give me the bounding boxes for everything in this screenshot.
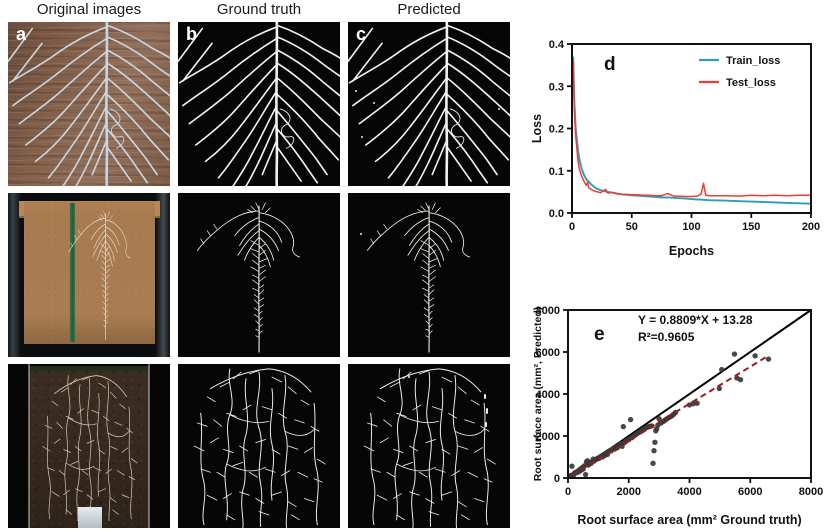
- series-Train_loss: [572, 56, 812, 205]
- plot-frame: [567, 309, 812, 479]
- scatter-point: [650, 460, 656, 466]
- soil-surface: [29, 365, 149, 372]
- x-tick-label: 0: [565, 486, 571, 498]
- loss-chart: 0 50 100 150 200 0.0 0.1 0.2 0.3 0.4 Epochs Loss Tra…: [530, 14, 827, 261]
- panel-predicted-row2: [348, 193, 510, 357]
- noise-dash: [485, 422, 487, 427]
- noise-dash: [486, 408, 488, 414]
- y-axis-label: Loss: [530, 114, 544, 143]
- root-fishbone-predicted: [366, 202, 471, 353]
- x-tick-label: 2000: [617, 486, 641, 498]
- y-tick-label: 0.1: [549, 166, 564, 178]
- y-tick-label: 4000: [536, 389, 560, 401]
- root-fishbone-mask: [196, 202, 301, 353]
- scatter-point: [731, 351, 738, 357]
- root-fan-predicted: [348, 22, 510, 186]
- panel-groundtruth-row2: [178, 193, 340, 357]
- scatter-point: [582, 471, 589, 478]
- noise-speck: [373, 102, 375, 104]
- noise-speck: [408, 376, 410, 378]
- root-network-photo: [41, 374, 138, 522]
- scatter-point: [690, 401, 696, 407]
- x-tick-label: 0: [569, 221, 575, 233]
- scatter-point: [719, 366, 725, 373]
- noise-speck: [498, 108, 500, 110]
- tube-edge-left: [28, 364, 31, 528]
- y-tick-label: 6000: [536, 347, 560, 359]
- scatter-point: [651, 448, 657, 454]
- glass-reflection: [77, 506, 102, 528]
- legend-label-Train_loss: Train_loss: [726, 55, 780, 67]
- panel-predicted-row1: c: [348, 22, 510, 186]
- scatter-point: [569, 463, 575, 469]
- column-header-original: Original images: [36, 1, 142, 18]
- green-stripe: [69, 202, 76, 343]
- series-Test_loss: [572, 60, 811, 198]
- regression-line: [572, 354, 769, 476]
- root-fishbone-photo: [67, 210, 131, 341]
- x-axis-label: Root surface area (mm² Ground truth): [577, 513, 801, 527]
- panel-original-row3: [8, 364, 170, 528]
- annotation-equation: Y = 0.8809*X + 13.28: [638, 313, 753, 327]
- x-axis-label: Epochs: [669, 244, 714, 258]
- panel-label-c: c: [356, 24, 367, 44]
- panel-label-d: d: [604, 54, 616, 75]
- y-tick-label: 0.2: [549, 124, 564, 136]
- y-tick-label: 0: [554, 473, 560, 485]
- scatter-point: [737, 377, 744, 383]
- x-tick-label: 150: [742, 221, 760, 233]
- noise-speck: [361, 136, 363, 138]
- x-tick-label: 6000: [738, 486, 762, 498]
- panel-predicted-row3: [348, 364, 510, 528]
- column-header-ground-truth: Ground truth: [216, 1, 302, 18]
- x-tick-label: 8000: [799, 486, 823, 498]
- panel-label-b: b: [186, 24, 197, 44]
- x-tick-label: 50: [626, 221, 638, 233]
- panel-groundtruth-row3: [178, 364, 340, 528]
- scatter-point: [765, 356, 772, 362]
- panel-label-e: e: [594, 324, 605, 345]
- x-tick-label: 4000: [677, 486, 701, 498]
- y-tick-label: 8000: [536, 305, 560, 317]
- root-fan-mask: [178, 22, 340, 186]
- root-network-mask: [193, 368, 327, 528]
- root-network-predicted: [363, 368, 497, 528]
- panel-label-a: a: [16, 24, 27, 44]
- root-fan-photo: [8, 22, 170, 186]
- scatter-point: [627, 416, 634, 423]
- column-header-predicted: Predicted: [397, 1, 461, 18]
- x-tick-label: 100: [682, 221, 700, 233]
- x-tick-label: 200: [802, 221, 820, 233]
- y-axis-label: Root surface area (mm², Predicted): [532, 307, 544, 481]
- annotation-r2: R²=0.9605: [638, 330, 695, 344]
- scatter-point: [656, 416, 662, 422]
- scatter-point: [652, 439, 658, 445]
- noise-speck: [360, 233, 362, 235]
- scatter-point: [694, 400, 700, 406]
- legend-label-Test_loss: Test_loss: [726, 77, 776, 89]
- panel-original-row1: a: [8, 22, 170, 186]
- y-tick-label: 0.3: [549, 81, 564, 93]
- panel-original-row2: [8, 193, 170, 357]
- scatter-point: [620, 423, 626, 430]
- panel-groundtruth-row1: b: [178, 22, 340, 186]
- y-tick-label: 0.0: [549, 208, 564, 220]
- noise-speck: [355, 90, 357, 92]
- scatter-point: [752, 353, 758, 359]
- noise-dash: [484, 394, 486, 399]
- plot-frame: [571, 43, 812, 214]
- scatter-point: [716, 385, 722, 392]
- y-tick-label: 0.4: [549, 39, 565, 51]
- y-tick-label: 2000: [536, 431, 560, 443]
- tube-edge-right: [147, 364, 150, 528]
